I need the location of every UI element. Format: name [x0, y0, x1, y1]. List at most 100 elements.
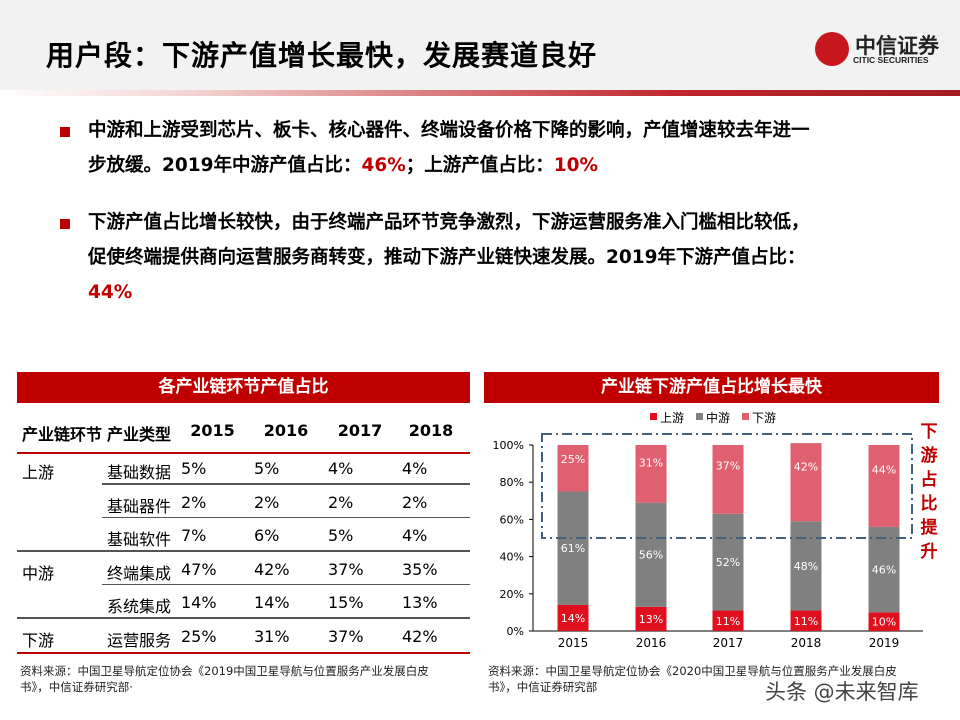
- source-line: 资料来源：中国卫星导航定位协会《2020中国卫星导航与位置服务产业发展白皮: [488, 664, 897, 678]
- citic-logo-icon: [815, 32, 849, 66]
- table-cell: 中游: [22, 563, 55, 583]
- legend-swatch: [696, 413, 703, 420]
- table-cell: 基础软件: [107, 530, 172, 549]
- table-cell: 37%: [328, 626, 364, 646]
- bar-segment: [635, 606, 667, 631]
- text: ；上游产值占比：: [405, 155, 554, 176]
- legend-swatch: [650, 413, 657, 420]
- y-tick-label: 20%: [500, 588, 524, 601]
- table-cell: 基础器件: [107, 496, 172, 516]
- column-header: 2017: [337, 421, 383, 440]
- table-cell: 上游: [22, 463, 55, 482]
- column-header: 2018: [408, 421, 454, 440]
- data-label: 11%: [794, 615, 818, 628]
- row-divider: [102, 483, 470, 485]
- data-label: 31%: [639, 456, 663, 469]
- bullet-1-line-1: 中游和上游受到芯片、板卡、核心器件、终端设备价格下降的影响，产值增速较去年进一: [88, 120, 810, 141]
- bar-segment: [868, 612, 900, 631]
- table-cell: 13%: [402, 593, 438, 612]
- row-divider: [102, 516, 470, 518]
- x-tick-label: 2017: [713, 636, 744, 650]
- column-header: 2016: [263, 421, 309, 440]
- table-cell: 15%: [328, 593, 364, 612]
- header-divider: [0, 90, 960, 96]
- stacked-bar-chart: 上游 中游 下游 0% 20% 40% 60% 80% 100% 14% 61% 25% 2015 13%…: [493, 410, 923, 650]
- bar-segment: [557, 491, 589, 605]
- citic-logo: 中信证券 CITIC SECURITIES: [815, 30, 960, 70]
- table-cell: 终端集成: [107, 563, 172, 583]
- table-cell: 2%: [328, 492, 354, 512]
- table-cell: 31%: [254, 626, 290, 646]
- table-cell: 2%: [402, 492, 428, 512]
- data-label: 37%: [716, 460, 740, 473]
- source-line: 书》，中信证券研究部: [488, 680, 598, 694]
- y-tick-label: 0%: [507, 625, 524, 638]
- bullet-paragraph-2: 下游产值占比增长较快，由于终端产品环节竞争激烈，下游运营服务准入门槛相比较低， …: [88, 205, 933, 310]
- bar-segment: [868, 445, 900, 527]
- bar-segment: [790, 443, 822, 522]
- bar-segment: [557, 445, 589, 492]
- data-label: 56%: [639, 549, 663, 562]
- logo-cn-text: 中信证券: [855, 34, 939, 58]
- x-tick-label: 2018: [791, 636, 822, 650]
- bullet-1-line-2: 步放缓。2019年中游产值占比：46%；上游产值占比：10%: [88, 148, 933, 183]
- data-label: 52%: [716, 556, 740, 569]
- upstream-share: 10%: [553, 155, 599, 176]
- source-line: 资料来源：中国卫星导航定位协会《2019中国卫星导航与位置服务产业发展白皮: [20, 664, 429, 678]
- data-label: 10%: [872, 616, 896, 629]
- divider: [17, 652, 470, 654]
- midstream-share: 46%: [361, 155, 406, 176]
- table-cell: 42%: [254, 559, 290, 579]
- table-cell: 6%: [254, 526, 280, 545]
- table-cell: 系统集成: [107, 597, 172, 616]
- data-label: 44%: [872, 464, 896, 477]
- header-band: [0, 0, 960, 90]
- table-cell: 37%: [328, 559, 364, 579]
- legend-label: 下游: [752, 411, 776, 425]
- bar-segment: [635, 445, 667, 503]
- table-cell: 5%: [328, 526, 354, 545]
- legend-label: 中游: [706, 410, 730, 425]
- table-source: 资料来源：中国卫星导航定位协会《2019中国卫星导航与位置服务产业发展白皮 书》…: [20, 663, 429, 695]
- table-cell: 47%: [181, 559, 217, 579]
- bar-segment: [712, 445, 744, 514]
- column-header: 产业类型: [107, 425, 172, 444]
- data-label: 11%: [716, 615, 740, 628]
- table-cell: 下游: [22, 630, 55, 650]
- bullet-icon: [60, 219, 70, 229]
- watermark: 头条 @未来智库: [765, 680, 919, 704]
- bar-segment: [868, 526, 900, 613]
- table-cell: 4%: [402, 526, 428, 545]
- table-cell: 基础数据: [107, 463, 172, 482]
- table-cell: 35%: [402, 559, 438, 579]
- bar-segment: [790, 610, 822, 631]
- bar-segment: [712, 610, 744, 631]
- y-tick-label: 60%: [500, 513, 524, 526]
- chart-title: 产业链下游产值占比增长最快: [484, 372, 939, 403]
- y-tick-label: 80%: [500, 476, 524, 489]
- table-cell: 2%: [181, 492, 207, 512]
- bullet-paragraph-1: 中游和上游受到芯片、板卡、核心器件、终端设备价格下降的影响，产值增速较去年进一 …: [88, 113, 933, 183]
- y-tick-label: 40%: [500, 551, 524, 564]
- data-label: 14%: [561, 612, 585, 625]
- divider: [17, 452, 470, 454]
- source-line: 书》，中信证券研究部·: [20, 680, 133, 694]
- table-cell: 7%: [181, 526, 207, 545]
- table-cell: 4%: [328, 459, 354, 478]
- data-label: 25%: [561, 453, 585, 466]
- column-header: 2015: [190, 421, 235, 440]
- column-header: 产业链环节: [22, 425, 103, 444]
- table-cell: 14%: [181, 593, 217, 612]
- row-divider: [102, 583, 470, 585]
- row-divider: [17, 617, 470, 619]
- y-tick-label: 100%: [493, 439, 524, 452]
- table-cell: 运营服务: [107, 630, 172, 650]
- table-cell: 5%: [181, 459, 207, 478]
- bar-segment: [790, 521, 822, 611]
- bullet-2-line-2: 促使终端提供商向运营服务商转变，推动下游产业链快速发展。2019年下游产值占比：: [88, 247, 806, 268]
- table-cell: 5%: [254, 459, 280, 478]
- table-cell: 25%: [181, 626, 217, 646]
- bar-segment: [635, 502, 667, 607]
- page-title: 用户段：下游产值增长最快，发展赛道良好: [46, 39, 598, 72]
- chart-annotation: 下游占比提升: [920, 422, 938, 562]
